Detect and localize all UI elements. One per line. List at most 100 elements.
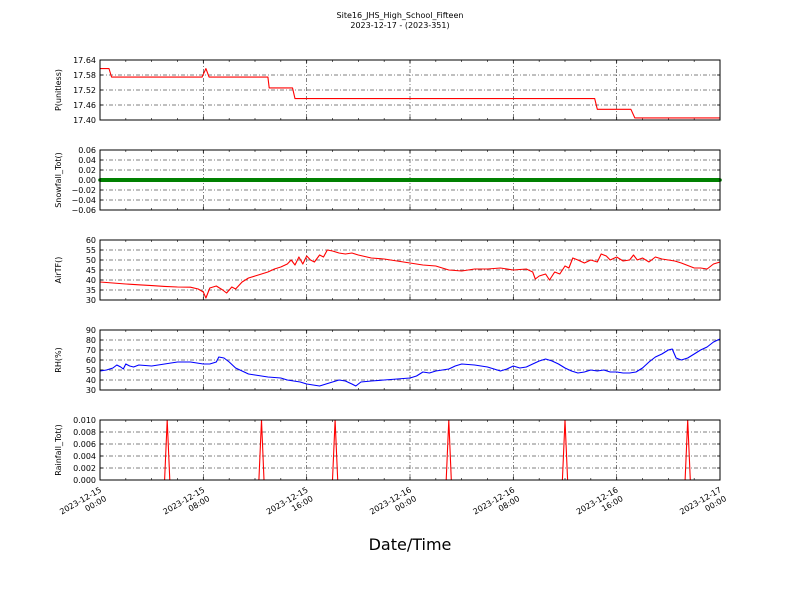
data-point xyxy=(191,178,196,182)
y-tick-label: 60 xyxy=(86,236,96,245)
y-axis-label: Rainfall_Tot() xyxy=(54,424,63,476)
y-tick-label: 50 xyxy=(86,366,96,375)
y-tick-label: −0.02 xyxy=(71,186,96,195)
data-point xyxy=(224,178,228,182)
data-point xyxy=(508,178,512,182)
data-point xyxy=(656,178,661,182)
data-point xyxy=(146,178,151,182)
data-point xyxy=(392,178,396,182)
data-point xyxy=(333,178,338,182)
data-point xyxy=(702,178,706,182)
y-axis-label: P(unitless) xyxy=(54,69,63,111)
y-tick-label: 30 xyxy=(86,296,96,305)
data-point xyxy=(159,178,164,182)
data-point xyxy=(676,178,680,182)
data-point xyxy=(401,178,406,182)
x-tick-label: 2023-12-1700:00 xyxy=(678,485,728,525)
data-point xyxy=(530,178,535,182)
data-point xyxy=(559,178,564,182)
data-point xyxy=(272,178,277,182)
data-point xyxy=(472,178,477,182)
y-tick-label: 40 xyxy=(86,376,96,385)
data-point xyxy=(220,178,225,182)
data-point xyxy=(585,178,590,182)
data-point xyxy=(340,178,344,182)
data-point xyxy=(647,178,651,182)
data-point xyxy=(421,178,425,182)
y-tick-label: 17.46 xyxy=(73,101,96,110)
chart-title: Site16_JHS_High_School_Fifteen xyxy=(336,11,464,20)
data-point xyxy=(350,178,354,182)
x-tick-label: 2023-12-1608:00 xyxy=(472,485,522,525)
data-point xyxy=(356,178,361,182)
data-point xyxy=(304,178,309,182)
data-point xyxy=(446,178,451,182)
axes-frame xyxy=(99,239,721,301)
data-point xyxy=(172,178,177,182)
data-point xyxy=(111,178,115,182)
y-tick-label: −0.06 xyxy=(71,206,96,215)
data-point xyxy=(417,178,422,182)
data-point xyxy=(463,178,467,182)
data-point xyxy=(130,178,135,182)
data-point xyxy=(534,178,538,182)
chart-subtitle: 2023-12-17 - (2023-351) xyxy=(350,21,450,30)
y-tick-label: 80 xyxy=(86,336,96,345)
series-line xyxy=(100,68,720,119)
data-point xyxy=(650,178,654,182)
data-point xyxy=(553,178,558,182)
data-point xyxy=(404,178,409,182)
data-point xyxy=(550,178,554,182)
y-axis-label: AirTF() xyxy=(54,257,63,284)
data-point xyxy=(269,178,273,182)
data-point xyxy=(162,178,167,182)
data-point xyxy=(459,178,464,182)
data-point xyxy=(572,178,577,182)
y-tick-label: 55 xyxy=(86,246,96,255)
data-point xyxy=(611,178,616,182)
y-tick-label: 0.00 xyxy=(78,176,96,185)
y-tick-label: 50 xyxy=(86,256,96,265)
data-point xyxy=(679,178,684,182)
data-point xyxy=(705,178,709,182)
data-point xyxy=(317,178,322,182)
data-point xyxy=(543,178,548,182)
data-point xyxy=(569,178,574,182)
data-point xyxy=(327,178,332,182)
data-point xyxy=(314,178,319,182)
data-point xyxy=(195,178,199,182)
data-point xyxy=(456,178,461,182)
data-point xyxy=(388,178,393,182)
data-point xyxy=(288,178,293,182)
data-point xyxy=(369,178,374,182)
data-point xyxy=(133,178,138,182)
data-point xyxy=(198,178,202,182)
data-point xyxy=(246,178,251,182)
data-point xyxy=(495,178,499,182)
data-point xyxy=(514,178,519,182)
data-point xyxy=(182,178,186,182)
data-point xyxy=(127,178,131,182)
data-point xyxy=(527,178,532,182)
data-point xyxy=(337,178,341,182)
data-point xyxy=(634,178,638,182)
data-point xyxy=(666,178,671,182)
data-point xyxy=(266,178,270,182)
data-point xyxy=(450,178,454,182)
data-point xyxy=(653,178,658,182)
data-point xyxy=(608,178,613,182)
data-point xyxy=(576,178,580,182)
y-tick-label: 17.58 xyxy=(73,71,96,80)
data-point xyxy=(469,178,474,182)
data-point xyxy=(411,178,416,182)
data-point xyxy=(321,178,325,182)
data-point xyxy=(488,178,493,182)
data-point xyxy=(136,178,141,182)
data-point xyxy=(204,178,209,182)
data-point xyxy=(107,178,112,182)
y-tick-label: 60 xyxy=(86,356,96,365)
data-point xyxy=(240,178,244,182)
data-point xyxy=(285,178,290,182)
y-tick-label: 35 xyxy=(86,286,96,295)
